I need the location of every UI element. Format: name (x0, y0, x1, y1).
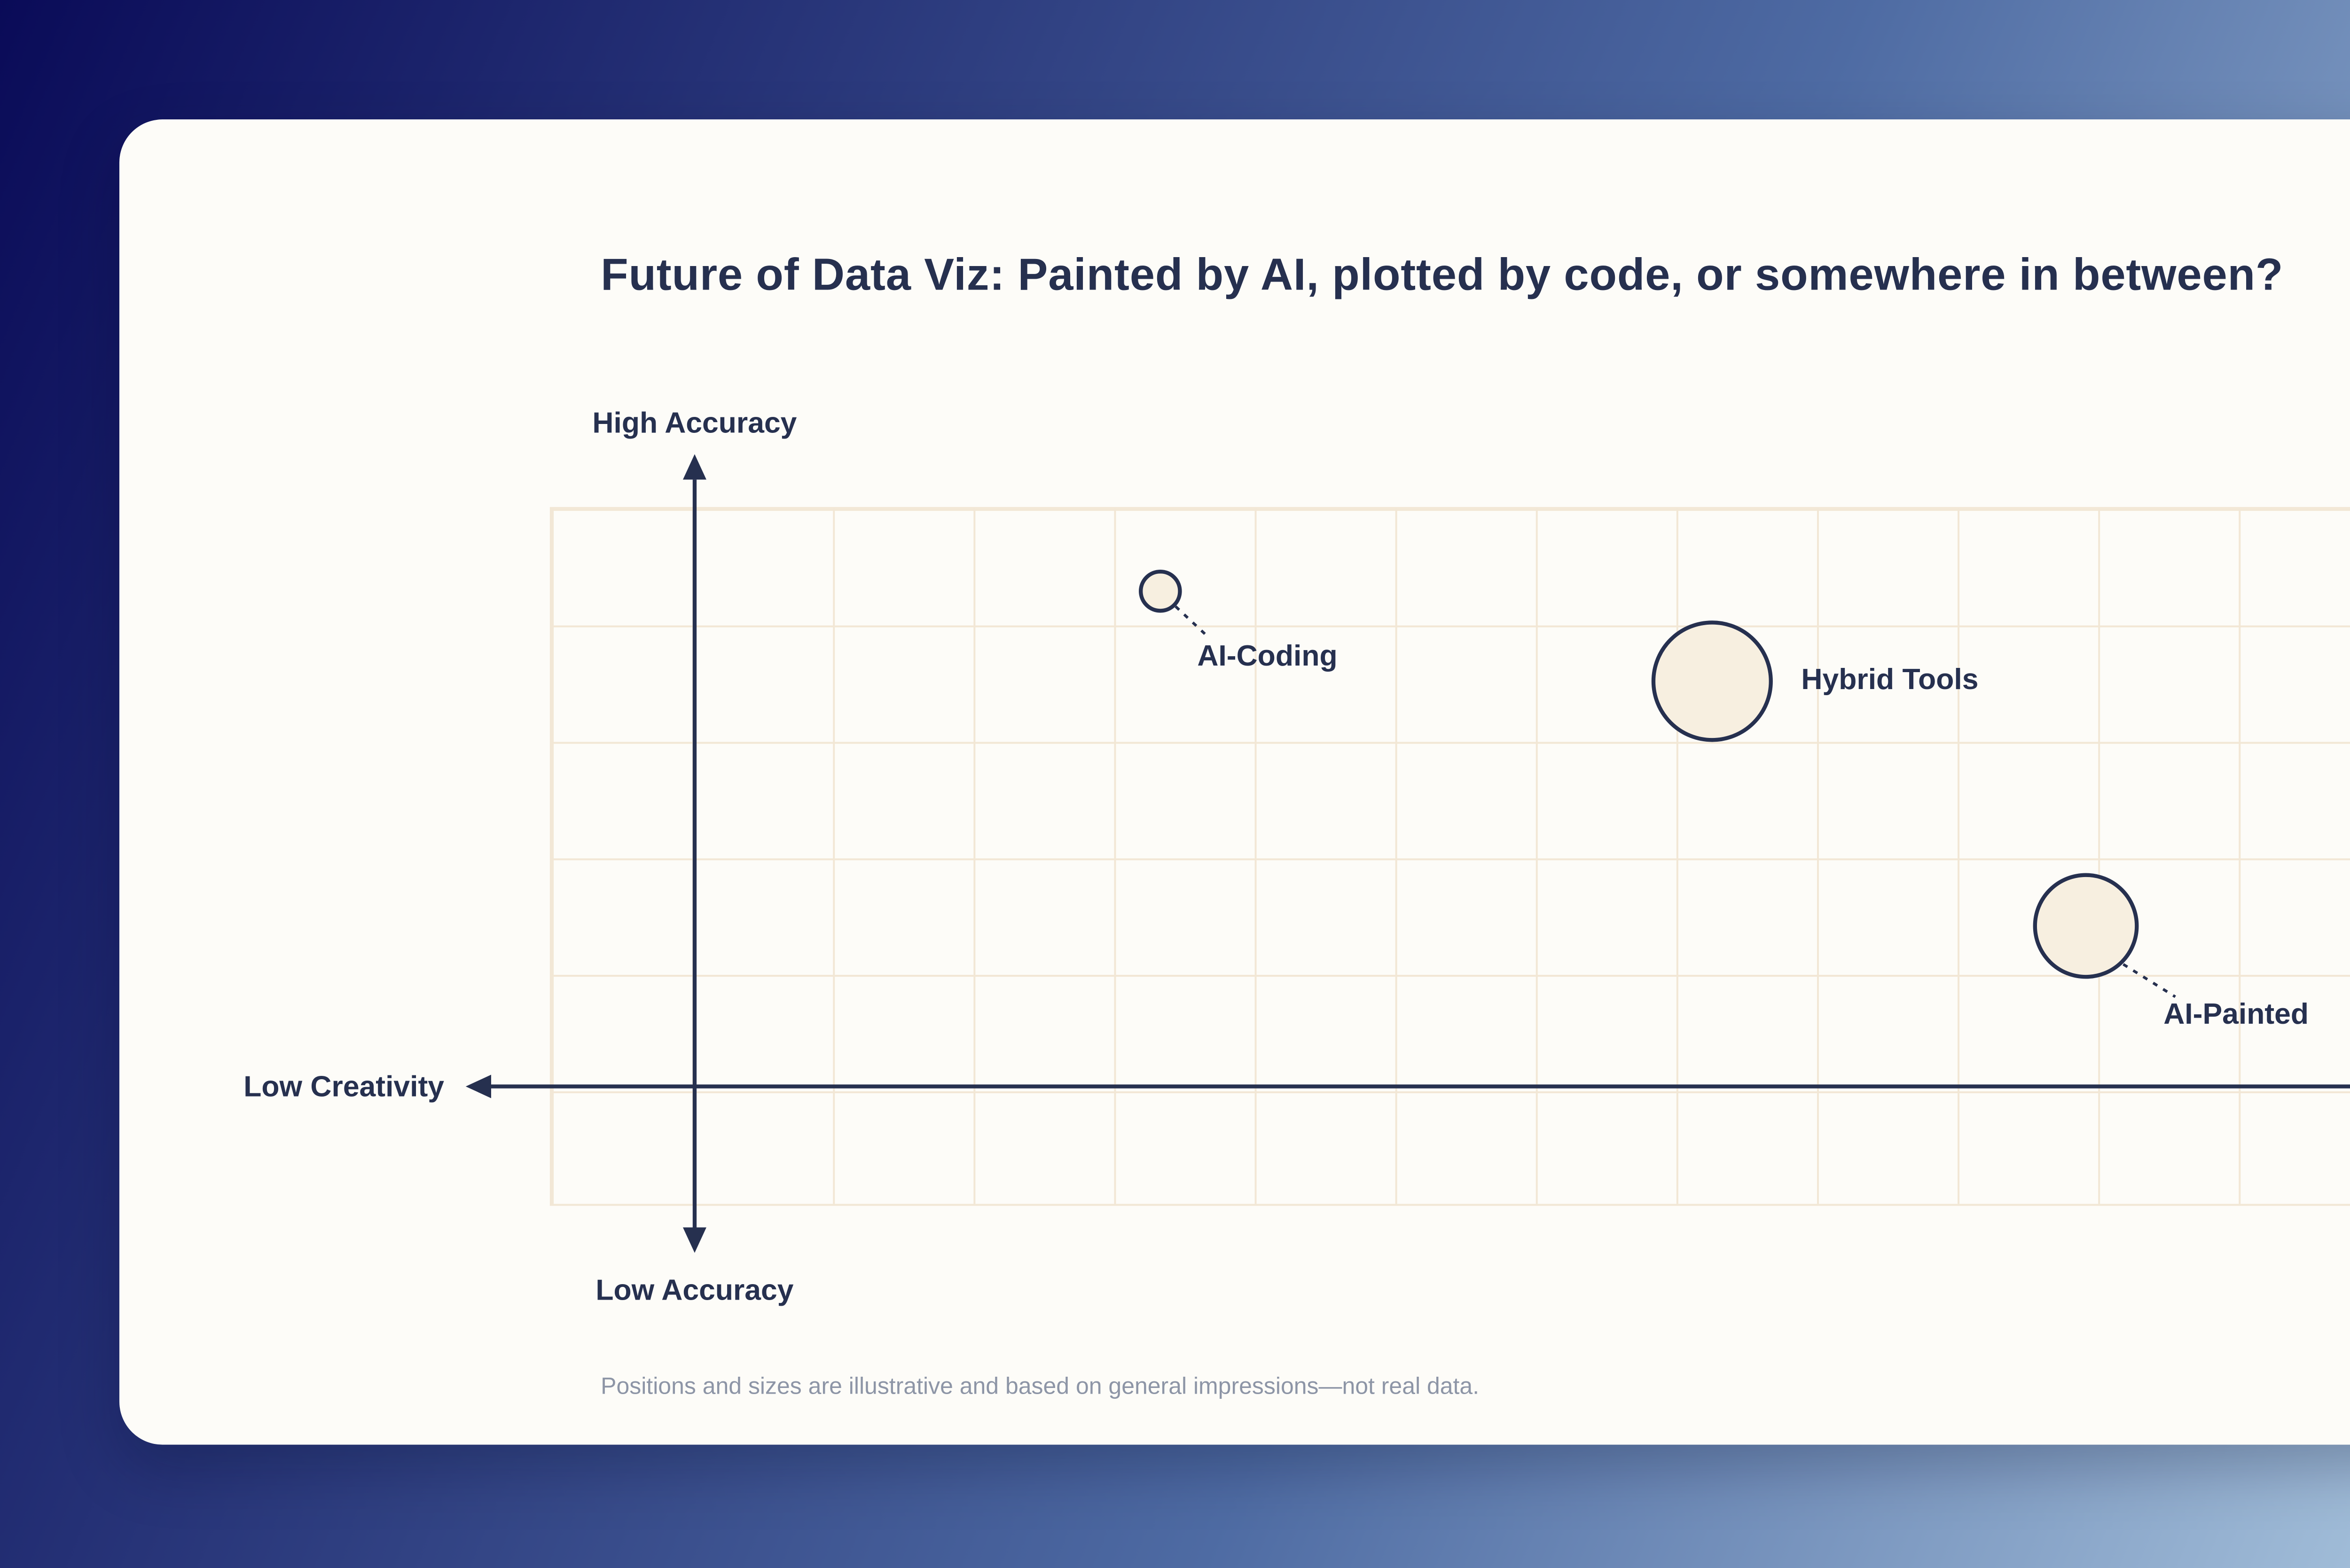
bubble-label-ai-painted: AI-Painted (2163, 998, 2309, 1032)
bubble-ai-coding (1138, 569, 1182, 612)
bubble-hybrid-tools (1650, 621, 1772, 743)
x-axis-line (489, 1084, 2350, 1089)
bubble-label-hybrid-tools: Hybrid Tools (1801, 664, 1979, 698)
x-axis-arrow-left-icon (465, 1074, 491, 1098)
chart-title: Future of Data Viz: Painted by AI, plott… (601, 248, 2284, 300)
footnote: Positions and sizes are illustrative and… (601, 1372, 1480, 1400)
y-axis-line (692, 479, 697, 1231)
y-axis-arrow-down-icon (682, 1227, 706, 1253)
chart-card: Future of Data Viz: Painted by AI, plott… (119, 119, 2350, 1445)
axis-label-high-accuracy: High Accuracy (592, 407, 797, 441)
bubble-layer: AI-Coding Hybrid Tools AI-Painted (119, 119, 2350, 1445)
bubble-label-ai-coding: AI-Coding (1197, 640, 1338, 673)
axis-label-low-creativity: Low Creativity (243, 1071, 445, 1104)
axis-label-low-accuracy: Low Accuracy (595, 1274, 794, 1308)
y-axis-arrow-up-icon (682, 454, 706, 480)
bubble-ai-painted (2032, 873, 2138, 980)
